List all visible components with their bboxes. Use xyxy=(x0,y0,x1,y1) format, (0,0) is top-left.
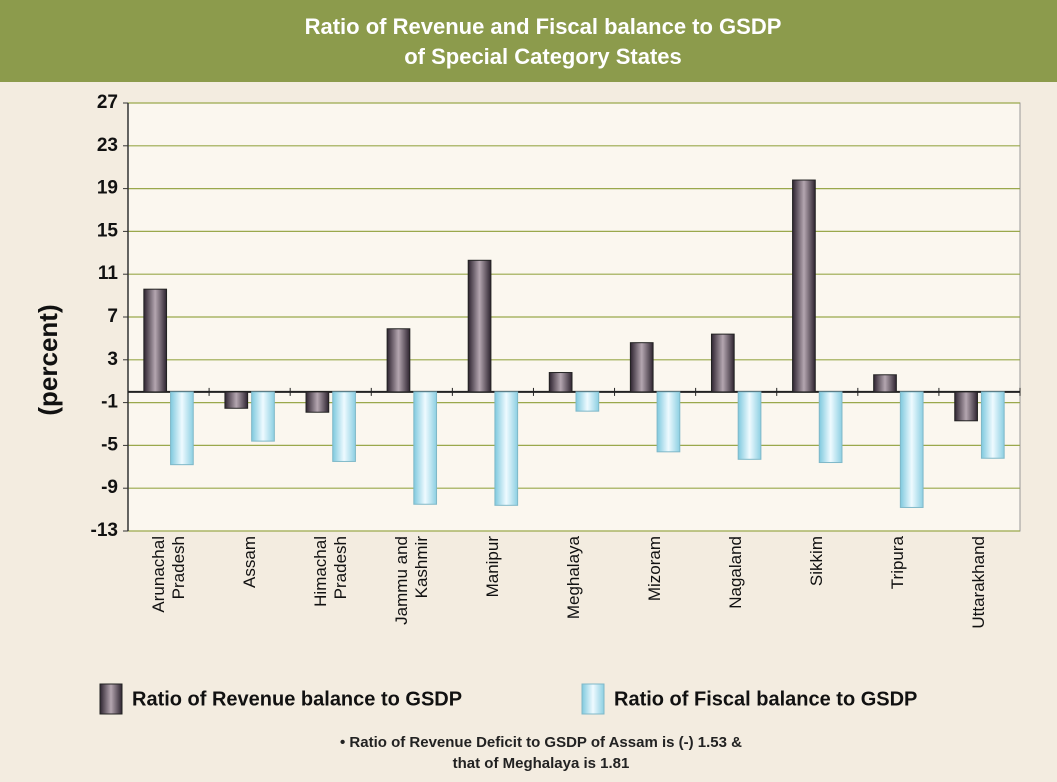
bar xyxy=(954,391,978,422)
chart-title: Ratio of Revenue and Fiscal balance to G… xyxy=(305,14,782,39)
legend-label: Ratio of Revenue balance to GSDP xyxy=(132,688,462,710)
bar xyxy=(873,374,897,393)
x-tick-label: Jammu and Kashmir xyxy=(391,536,431,625)
y-tick-label: 3 xyxy=(107,349,118,370)
bar xyxy=(737,391,762,460)
bar xyxy=(332,391,356,462)
bar xyxy=(143,288,168,393)
bar xyxy=(710,333,735,393)
x-tick-label: Meghalaya xyxy=(564,536,583,620)
bar xyxy=(818,391,843,464)
y-tick-label: -9 xyxy=(101,477,118,498)
bar xyxy=(386,328,411,393)
bar xyxy=(899,391,924,508)
bar xyxy=(980,391,1005,459)
bar xyxy=(467,259,492,393)
y-axis-label: (percent) xyxy=(33,304,63,415)
bar xyxy=(575,391,600,412)
x-tick-label: Uttarakhand xyxy=(969,536,989,629)
x-tick-label: Arunachal Pradesh xyxy=(148,536,188,613)
x-tick-label: Tripura xyxy=(888,536,908,590)
bar xyxy=(792,179,816,393)
x-tick-label: Mizoram xyxy=(645,536,665,602)
y-tick-label: -13 xyxy=(91,520,118,541)
y-tick-label: -1 xyxy=(101,392,118,413)
bar xyxy=(548,372,573,393)
x-tick-label: Himachal Pradesh xyxy=(310,536,350,607)
y-tick-label: 7 xyxy=(107,306,118,327)
chart-title: of Special Category States xyxy=(404,44,682,69)
x-tick-label: Assam xyxy=(239,536,259,588)
bar xyxy=(494,391,519,506)
y-tick-label: 15 xyxy=(97,220,119,241)
y-tick-label: 11 xyxy=(98,263,119,284)
bar xyxy=(251,391,275,442)
bar xyxy=(629,342,654,393)
title-banner xyxy=(0,0,1057,82)
legend-label: Ratio of Fiscal balance to GSDP xyxy=(614,688,917,710)
note: that of Meghalaya is 1.81 xyxy=(453,755,630,772)
legend-swatch xyxy=(99,683,123,715)
note: • Ratio of Revenue Deficit to GSDP of As… xyxy=(340,734,742,751)
x-tick-label: Nagaland xyxy=(726,536,746,609)
x-tick-label: Sikkim xyxy=(807,536,827,587)
bar xyxy=(656,391,681,453)
y-tick-label: 23 xyxy=(97,135,118,156)
x-tick-label: Manipur xyxy=(482,536,502,598)
y-tick-label: -5 xyxy=(101,434,118,455)
bar xyxy=(413,391,438,505)
bar xyxy=(170,391,194,466)
y-tick-label: 27 xyxy=(97,92,118,113)
legend-swatch xyxy=(581,683,605,715)
y-tick-label: 19 xyxy=(97,178,118,199)
bar xyxy=(224,391,249,409)
bar xyxy=(305,391,330,413)
